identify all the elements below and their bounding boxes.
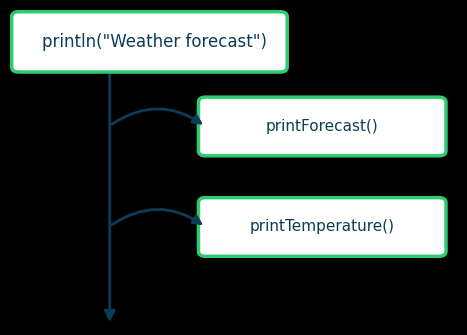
FancyBboxPatch shape	[198, 97, 446, 156]
Text: printForecast(): printForecast()	[266, 119, 379, 134]
Text: println("Weather forecast"): println("Weather forecast")	[42, 33, 267, 51]
Text: printTemperature(): printTemperature()	[250, 219, 395, 234]
FancyBboxPatch shape	[198, 198, 446, 256]
FancyBboxPatch shape	[12, 12, 287, 72]
